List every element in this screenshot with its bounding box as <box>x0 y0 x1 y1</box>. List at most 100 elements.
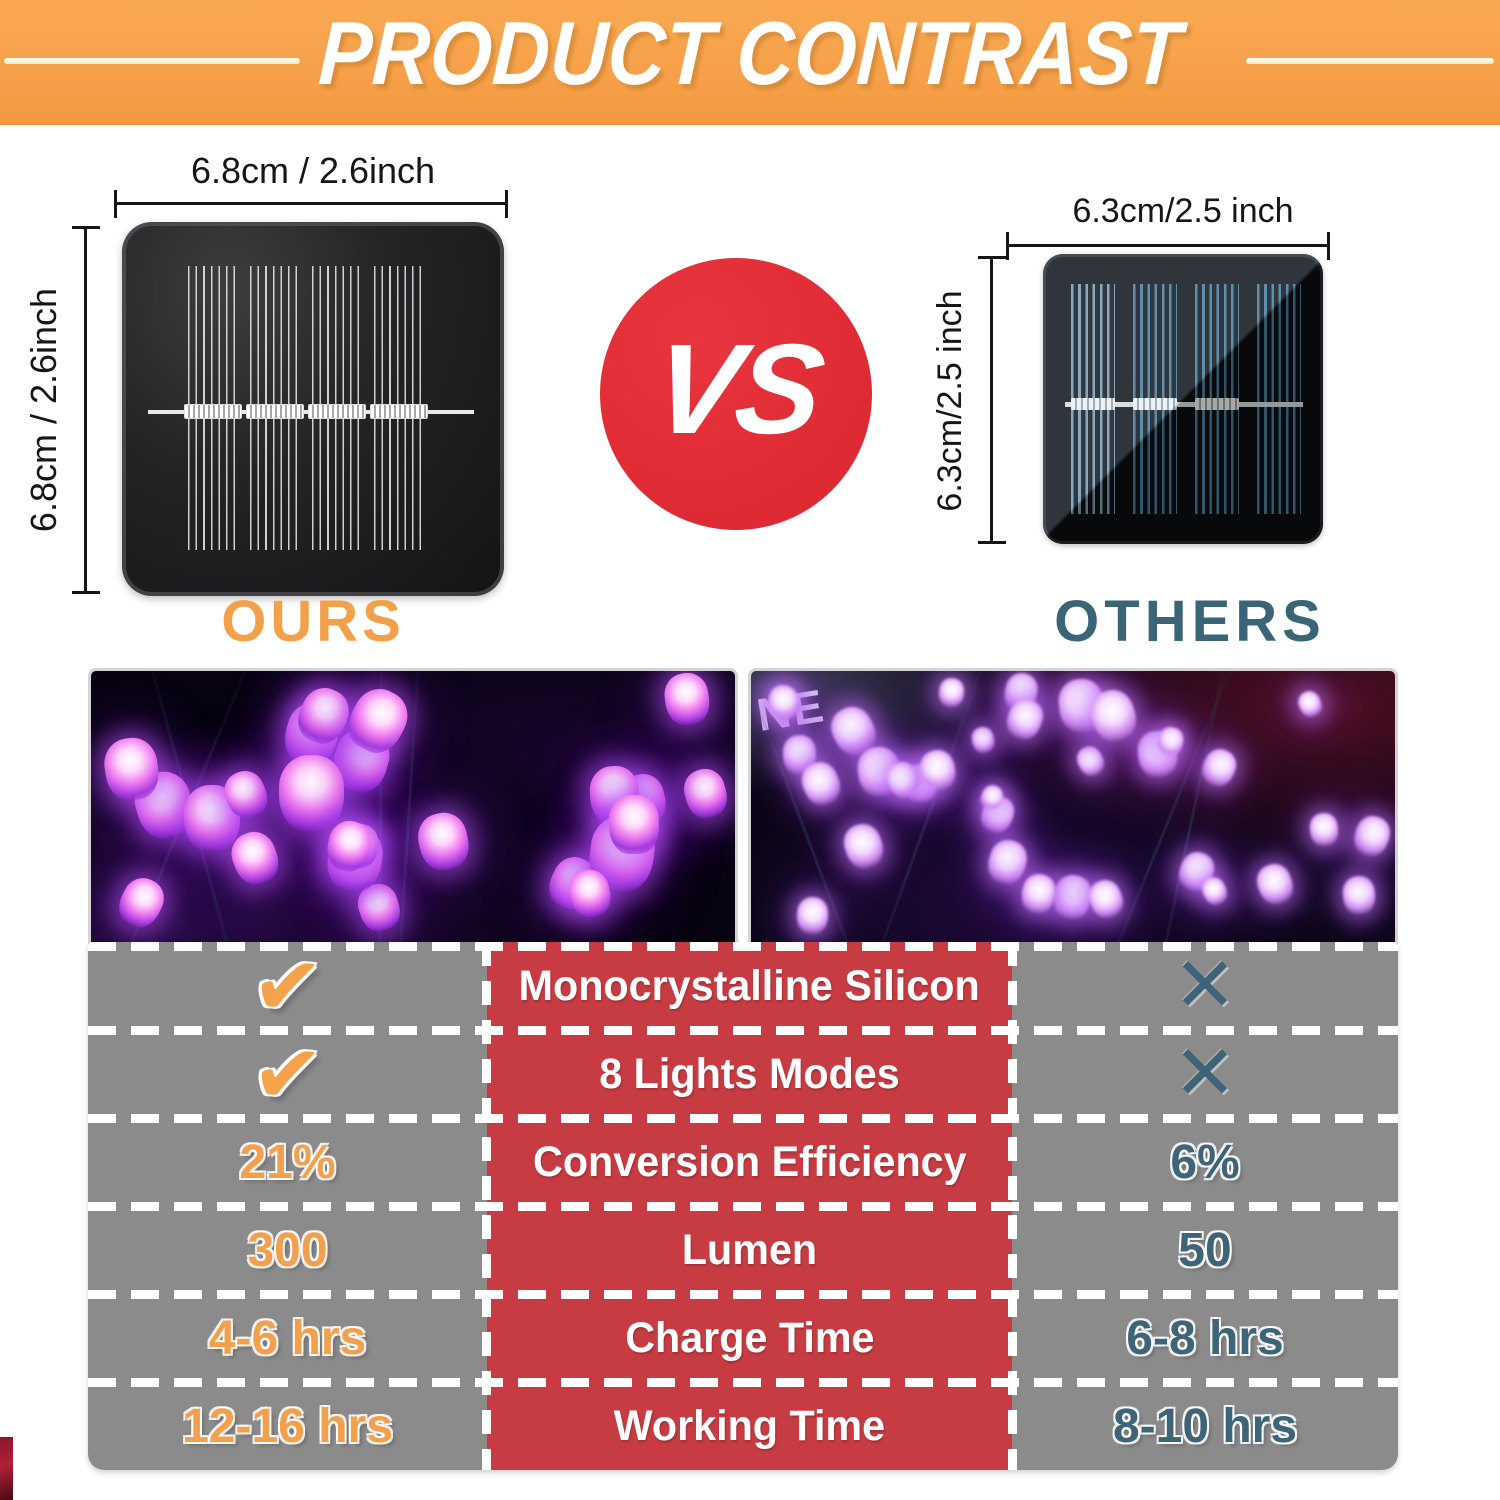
row-divider-dashed <box>88 1378 1398 1387</box>
solar-busbar-segment <box>1071 398 1115 410</box>
ours-height-dimension-label: 6.8cm / 2.6inch <box>23 287 64 533</box>
others-value-cell: 50 <box>1012 1206 1398 1294</box>
row-divider-dashed <box>88 1290 1398 1299</box>
ours-solar-panel <box>122 222 504 596</box>
table-row: 300 Lumen 50 <box>88 1206 1398 1294</box>
vs-badge: VS <box>600 258 872 530</box>
led-bulb <box>838 818 888 873</box>
cross-icon: ✕ <box>1173 1031 1237 1116</box>
others-value: 6% <box>1170 1135 1240 1189</box>
led-bulb <box>983 836 1031 889</box>
feature-cell: Working Time <box>487 1382 1012 1470</box>
row-divider-dashed <box>88 1114 1398 1123</box>
table-row: 12-16 hrs Working Time 8-10 hrs <box>88 1382 1398 1470</box>
row-divider-dashed <box>88 1202 1398 1211</box>
feature-label: 8 Lights Modes <box>599 1049 900 1098</box>
led-bulb <box>608 793 660 854</box>
led-bulb <box>1072 742 1109 781</box>
ours-value-cell: 4-6 hrs <box>88 1294 487 1382</box>
row-divider-dashed <box>88 1026 1398 1035</box>
others-width-dimension-label: 6.3cm/2.5 inch <box>1072 192 1294 230</box>
page-title: PRODUCT CONTRAST <box>316 3 1184 104</box>
table-row: ✔ Monocrystalline Silicon ✕ <box>88 942 1398 1036</box>
others-height-dimension-label: 6.3cm/2.5 inch <box>931 290 969 512</box>
banner-dash-right <box>1246 58 1494 64</box>
others-value-cell: 6-8 hrs <box>1012 1294 1398 1382</box>
feature-label: Lumen <box>681 1225 818 1274</box>
ours-width-dimension-label: 6.8cm / 2.6inch <box>190 150 436 191</box>
feature-cell: 8 Lights Modes <box>487 1030 1012 1118</box>
led-bulb <box>279 755 345 832</box>
others-value-cell: 6% <box>1012 1118 1398 1206</box>
ours-value-cell: ✔ <box>88 1024 487 1124</box>
check-icon: ✔ <box>249 942 326 1036</box>
led-bulb <box>679 764 732 823</box>
others-width-dimension-line <box>1006 232 1330 260</box>
led-bulb <box>112 871 172 934</box>
ours-value-cell: 12-16 hrs <box>88 1382 487 1470</box>
panel-glare <box>1043 254 1323 544</box>
others-value: 50 <box>1178 1223 1232 1277</box>
ours-value-cell: 300 <box>88 1206 487 1294</box>
others-label: OTHERS <box>1054 589 1326 654</box>
others-value: 6-8 hrs <box>1126 1311 1284 1365</box>
ours-value: 12-16 hrs <box>182 1399 393 1453</box>
solar-busbar <box>1065 402 1303 407</box>
ours-value-cell: ✔ <box>88 942 487 1036</box>
table-row: 21% Conversion Efficiency 6% <box>88 1118 1398 1206</box>
column-divider-dashed <box>482 942 491 1470</box>
others-solar-panel <box>1043 254 1323 544</box>
led-bulb <box>661 671 713 728</box>
led-bulb <box>413 808 473 876</box>
corner-photo-sliver <box>0 1437 13 1500</box>
others-value-cell: 8-10 hrs <box>1012 1382 1398 1470</box>
led-bulb <box>1349 812 1395 862</box>
others-led-string-photo: NE <box>748 668 1398 945</box>
ours-label: OURS <box>221 589 405 654</box>
led-bulb <box>1294 687 1326 721</box>
led-bulb <box>1251 859 1298 909</box>
ours-width-dimension-line <box>114 190 508 218</box>
others-height-dimension-line <box>978 256 1006 544</box>
led-bulb <box>1308 811 1340 847</box>
light-strand <box>1141 671 1235 945</box>
led-bulb <box>937 676 966 709</box>
feature-label: Conversion Efficiency <box>532 1137 967 1186</box>
banner-dash-left <box>4 58 300 64</box>
feature-label: Monocrystalline Silicon <box>518 961 981 1010</box>
others-value: 8-10 hrs <box>1112 1399 1298 1453</box>
ours-led-string-photo <box>88 668 738 945</box>
comparison-table: ✔ Monocrystalline Silicon ✕ ✔ 8 Lights Modes… <box>88 942 1398 1470</box>
led-bulb <box>1018 871 1060 917</box>
vs-text: VS <box>644 317 830 461</box>
ours-value: 21% <box>239 1135 336 1189</box>
solar-busbar-segment <box>1195 398 1239 410</box>
column-divider-dashed <box>1008 942 1017 1470</box>
solar-busbar-segment <box>246 404 304 419</box>
led-bulb <box>970 725 997 755</box>
solar-busbar-segment <box>1133 398 1177 410</box>
others-value-cell: ✕ <box>1012 1030 1398 1118</box>
led-bulb <box>1341 875 1377 916</box>
banner: PRODUCT CONTRAST <box>0 0 1500 125</box>
led-bulb <box>796 896 830 935</box>
feature-label: Working Time <box>613 1401 886 1450</box>
cross-icon: ✕ <box>1173 943 1237 1028</box>
ours-height-dimension-line <box>72 226 100 594</box>
feature-cell: Conversion Efficiency <box>487 1118 1012 1206</box>
check-icon: ✔ <box>249 1024 326 1124</box>
led-bulb <box>1083 875 1128 922</box>
light-strand <box>845 671 997 945</box>
feature-cell: Charge Time <box>487 1294 1012 1382</box>
ours-value: 4-6 hrs <box>208 1311 367 1365</box>
table-row: 4-6 hrs Charge Time 6-8 hrs <box>88 1294 1398 1382</box>
feature-cell: Lumen <box>487 1206 1012 1294</box>
solar-cell-stripes <box>1257 284 1301 514</box>
ours-value: 300 <box>247 1223 328 1277</box>
ours-value-cell: 21% <box>88 1118 487 1206</box>
table-row: ✔ 8 Lights Modes ✕ <box>88 1024 1398 1124</box>
solar-busbar-segment <box>370 404 428 419</box>
others-value-cell: ✕ <box>1012 942 1398 1030</box>
feature-label: Charge Time <box>624 1313 875 1362</box>
solar-busbar-segment <box>184 404 242 419</box>
